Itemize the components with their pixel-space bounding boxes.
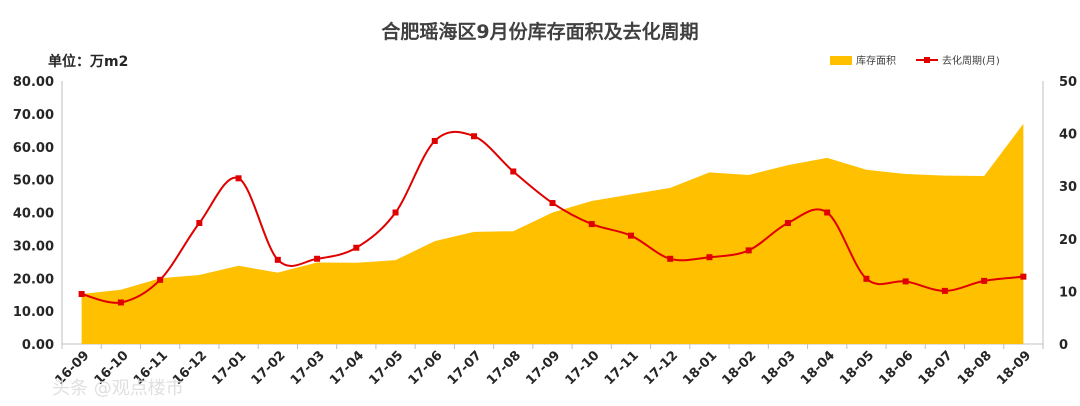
y-left-tick-label: 80.00 (13, 75, 54, 90)
y-right-tick-label: 0 (1059, 338, 1068, 353)
x-axis: 16-09 16-10 16-11 16-12 17-01 17-02 17-03 17-04… (52, 348, 1034, 388)
legend-label-cycle: 去化周期(月) (942, 54, 1000, 67)
legend-area-swatch (830, 56, 852, 65)
x-tick-label: 18-05 (837, 348, 877, 388)
y-left-tick-label: 40.00 (13, 207, 54, 222)
y-right-tick-label: 40 (1059, 128, 1077, 143)
cycle-point (471, 133, 478, 140)
legend-label-inventory: 库存面积 (856, 54, 896, 67)
cycle-point (627, 232, 634, 239)
cycle-point (117, 299, 124, 306)
cycle-point (1020, 273, 1027, 280)
x-tick-label: 18-07 (916, 348, 956, 388)
cycle-point (157, 276, 164, 283)
y-left-tick-label: 20.00 (13, 272, 54, 287)
x-tick-label: 17-01 (209, 348, 249, 388)
x-tick-label: 17-08 (484, 348, 524, 388)
x-tick-label: 17-02 (249, 348, 289, 388)
legend: 库存面积 去化周期(月) (830, 54, 1000, 67)
x-tick-label: 17-11 (602, 348, 642, 388)
cycle-point (588, 221, 595, 228)
x-tick-label: 17-12 (641, 348, 681, 388)
cycle-point (196, 220, 203, 227)
cycle-point (78, 291, 85, 298)
cycle-point (902, 278, 909, 285)
cycle-point (510, 168, 517, 175)
x-tick-label: 18-09 (994, 348, 1034, 388)
x-tick-label: 18-02 (720, 348, 760, 388)
cycle-point (667, 255, 674, 262)
y-left-tick-label: 60.00 (13, 141, 54, 156)
cycle-point (863, 275, 870, 282)
y-axis-left: 0.00 10.00 20.00 30.00 40.00 50.00 60.00 70.00 8… (13, 75, 54, 353)
y-left-tick-label: 0.00 (22, 338, 54, 353)
cycle-point (981, 277, 988, 284)
x-tick-label: 17-06 (406, 348, 446, 388)
y-right-tick-label: 20 (1059, 233, 1077, 248)
chart-title: 合肥瑶海区9月份库存面积及去化周期 (381, 20, 698, 43)
cycle-point (549, 200, 556, 207)
cycle-point (824, 209, 831, 216)
x-tick-label: 18-03 (759, 348, 799, 388)
x-tick-label: 18-08 (955, 348, 995, 388)
cycle-point (431, 137, 438, 144)
cycle-point (941, 287, 948, 294)
legend-marker-swatch (924, 57, 930, 63)
cycle-point (392, 209, 399, 216)
y-right-tick-label: 50 (1059, 75, 1077, 90)
cycle-point (274, 256, 281, 263)
y-right-tick-label: 10 (1059, 285, 1077, 300)
cycle-point (314, 255, 321, 262)
x-tick-label: 18-06 (876, 348, 916, 388)
y-left-tick-label: 50.00 (13, 174, 54, 189)
x-tick-label: 17-05 (366, 348, 406, 388)
unit-label: 单位：万m2 (48, 53, 128, 70)
x-tick-label: 17-03 (288, 348, 328, 388)
x-tick-label: 17-04 (327, 348, 367, 388)
x-tick-label: 17-07 (445, 348, 485, 388)
y-right-tick-label: 30 (1059, 180, 1077, 195)
cycle-point (784, 220, 791, 227)
plot-area (78, 123, 1027, 344)
y-axis-right: 0 10 20 30 40 50 (1059, 75, 1077, 353)
x-tick-label: 17-10 (563, 348, 603, 388)
inventory-area (81, 123, 1024, 344)
cycle-point (706, 254, 713, 261)
x-tick-label: 17-09 (523, 348, 563, 388)
y-left-tick-label: 10.00 (13, 305, 54, 320)
cycle-point (353, 244, 360, 251)
x-tick-label: 18-01 (680, 348, 720, 388)
x-tick-label: 18-04 (798, 348, 838, 388)
watermark: 头条 @观点楼市 (52, 378, 184, 399)
y-left-tick-label: 30.00 (13, 239, 54, 254)
y-left-tick-label: 70.00 (13, 108, 54, 123)
cycle-point (235, 175, 242, 182)
cycle-point (745, 247, 752, 254)
